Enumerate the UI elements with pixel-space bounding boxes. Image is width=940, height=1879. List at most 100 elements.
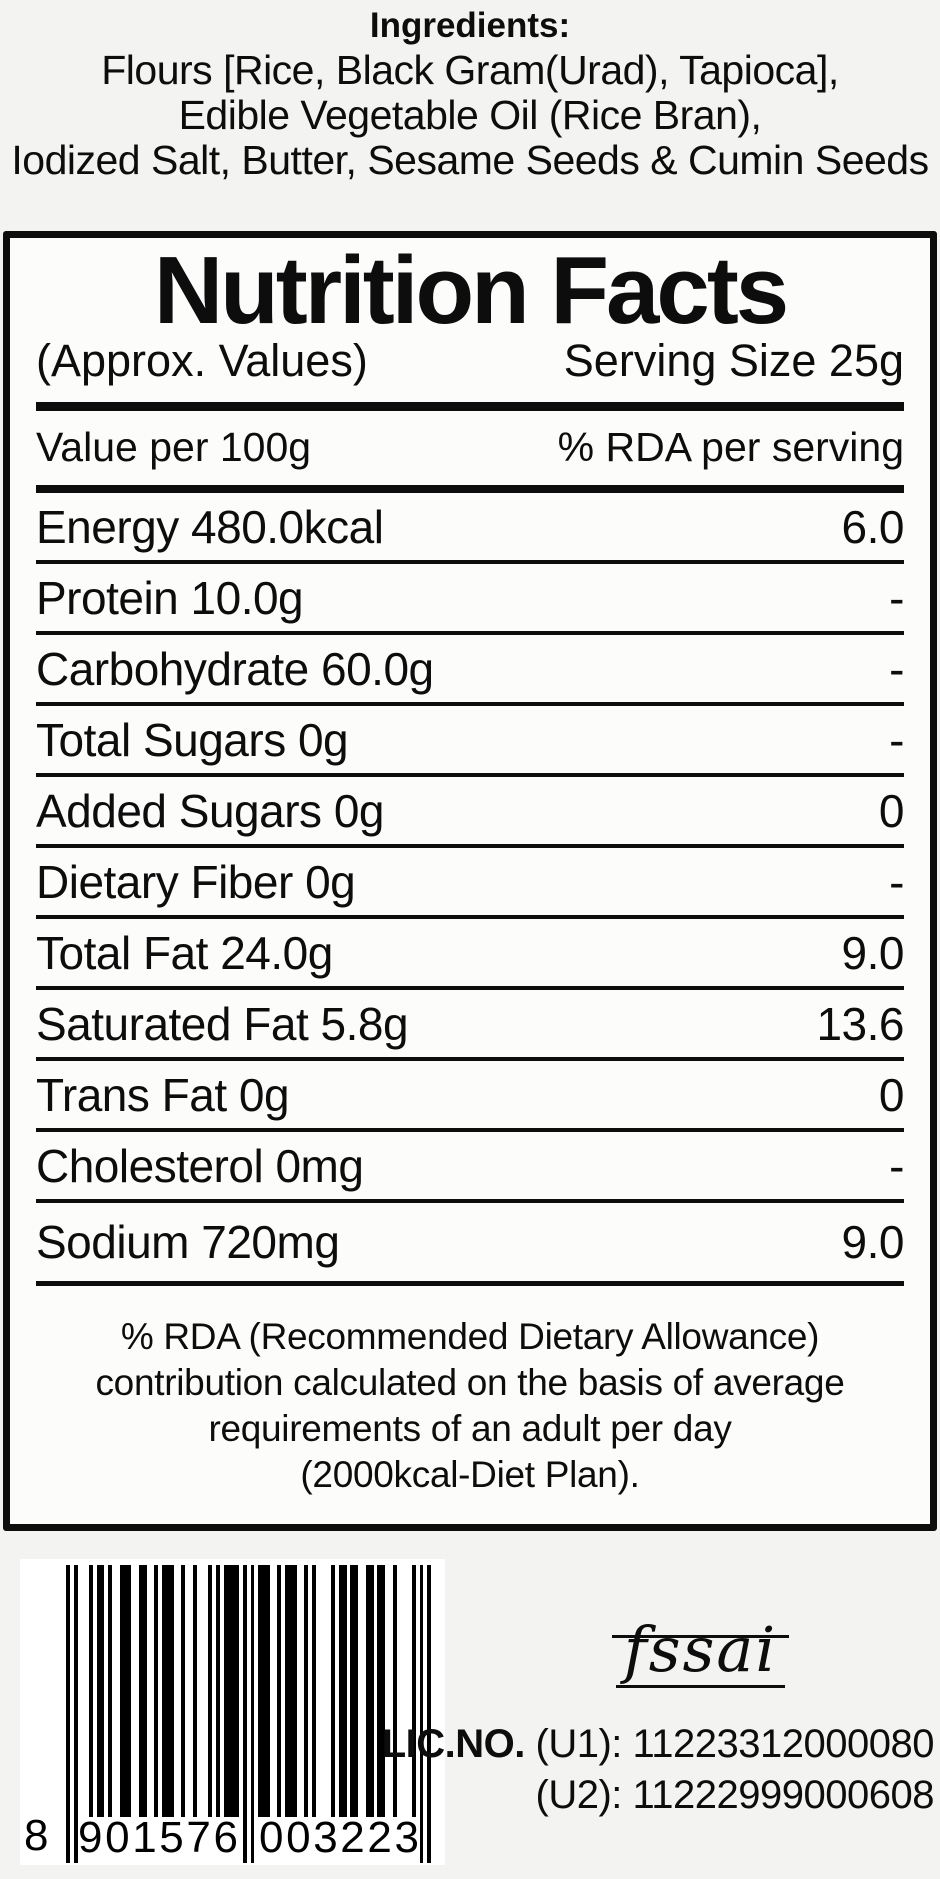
barcode-bar <box>277 1565 282 1818</box>
barcode-digit: 3 <box>313 1813 338 1863</box>
nutrient-rda-value: 9.0 <box>841 926 905 979</box>
barcode-bar <box>208 1565 213 1818</box>
barcode-bar <box>369 1565 374 1818</box>
barcode-bar <box>342 1565 347 1818</box>
license-number-u1: (U1): 11223312000080 <box>535 1722 935 1767</box>
barcode-bar <box>181 1565 186 1818</box>
fssai-logo: fssai <box>593 1619 808 1689</box>
barcode-bar <box>73 1565 78 1864</box>
ingredients-title: Ingredients: <box>369 6 571 45</box>
barcode-bar <box>123 1565 128 1818</box>
barcode-bar <box>154 1565 159 1818</box>
rda-footnote-line: contribution calculated on the basis of … <box>95 1362 845 1404</box>
barcode-bar <box>89 1565 93 1818</box>
nutrient-rda-value: 6.0 <box>841 500 905 553</box>
barcode-bar <box>231 1565 236 1818</box>
barcode-bar <box>285 1565 289 1818</box>
nutrition-header-row: (Approx. Values) Serving Size 25g <box>36 335 904 412</box>
rda-footnote: % RDA (Recommended Dietary Allowance) con… <box>36 1314 904 1524</box>
barcode-digit-first: 8 <box>24 1811 49 1861</box>
barcode-bar <box>165 1565 170 1818</box>
barcode-digit: 1 <box>132 1813 157 1863</box>
barcode-bar <box>350 1565 355 1818</box>
nutrient-name: Total Fat 24.0g <box>36 926 333 979</box>
barcode-bar <box>258 1565 263 1818</box>
ingredients-line: Iodized Salt, Butter, Sesame Seeds & Cum… <box>11 137 929 183</box>
barcode-bars <box>66 1565 432 1864</box>
barcode-bar <box>354 1565 359 1818</box>
nutrient-rda-value: - <box>889 713 904 766</box>
barcode-digit: 0 <box>259 1813 284 1863</box>
nutrient-rda-value: 0 <box>878 1068 905 1121</box>
barcode-bar <box>235 1565 239 1818</box>
rda-footnote-line: requirements of an adult per day <box>208 1408 732 1450</box>
nutrient-row: Trans Fat 0g 0 <box>36 1061 905 1133</box>
barcode-digit: 5 <box>159 1813 184 1863</box>
nutrient-row: Protein 10.0g - <box>36 564 904 636</box>
nutrient-rda-value: 9.0 <box>841 1216 905 1269</box>
barcode-bar <box>392 1565 397 1818</box>
barcode-bar <box>288 1565 293 1818</box>
nutrient-row: Total Sugars 0g - <box>36 706 904 778</box>
nutrient-row: Sodium 720mg 9.0 <box>36 1203 905 1287</box>
nutrient-row: Total Fat 24.0g 9.0 <box>36 919 905 991</box>
nutrient-name: Sodium 720mg <box>36 1216 340 1269</box>
nutrition-facts-title: Nutrition Facts <box>153 237 789 344</box>
nutrient-name: Protein 10.0g <box>36 571 304 624</box>
rda-footnote-line: % RDA (Recommended Dietary Allowance) <box>120 1316 820 1358</box>
nutrient-row: Cholesterol 0mg - <box>36 1132 904 1204</box>
barcode-bar <box>292 1565 297 1818</box>
approx-values-label: (Approx. Values) <box>36 335 368 387</box>
nutrient-name: Carbohydrate 60.0g <box>36 642 434 695</box>
barcode-bar <box>142 1565 147 1818</box>
barcode-bar <box>108 1565 113 1818</box>
nutrition-facts-panel: Nutrition Facts (Approx. Values) Serving… <box>3 231 937 1532</box>
barcode-digit: 6 <box>213 1813 238 1863</box>
barcode-bar <box>192 1565 197 1818</box>
barcode-bar <box>381 1565 386 1818</box>
barcode-digit: 2 <box>367 1813 392 1863</box>
nutrient-name: Cholesterol 0mg <box>36 1139 364 1192</box>
nutrient-rda-value: 13.6 <box>816 997 904 1050</box>
barcode-bar <box>162 1565 166 1818</box>
nutrient-row: Added Sugars 0g 0 <box>36 777 905 849</box>
barcode-digit: 0 <box>105 1813 130 1863</box>
nutrient-rda-value: - <box>889 642 904 695</box>
barcode-digit: 0 <box>286 1813 311 1863</box>
barcode-bar <box>127 1565 132 1818</box>
barcode-bar <box>169 1565 174 1818</box>
serving-size-label: Serving Size 25g <box>563 335 904 387</box>
nutrient-row: Carbohydrate 60.0g - <box>36 635 904 707</box>
barcode-digit: 9 <box>78 1813 103 1863</box>
barcode-digit: 3 <box>394 1813 419 1863</box>
barcode-digit: 2 <box>340 1813 365 1863</box>
ingredients-section: Ingredients: Flours [Rice, Black Gram(Ur… <box>0 0 940 183</box>
fssai-logo-text: fssai <box>611 1619 790 1689</box>
license-line-1: LIC.NO. (U1): 11223312000080 <box>382 1719 935 1770</box>
nutrient-row: Energy 480.0kcal 6.0 <box>36 493 905 565</box>
barcode-bar <box>304 1565 309 1818</box>
nutrient-rows: Energy 480.0kcal 6.0 Protein 10.0g - Carbohy… <box>36 493 905 1287</box>
barcode-bar <box>427 1565 432 1864</box>
nutrient-name: Total Sugars 0g <box>36 713 349 766</box>
barcode-bar <box>96 1565 101 1818</box>
nutrient-row: Saturated Fat 5.8g 13.6 <box>36 990 904 1062</box>
barcode-bar <box>242 1565 247 1864</box>
barcode-bar <box>100 1565 105 1818</box>
nutrient-name: Added Sugars 0g <box>36 784 385 837</box>
barcode-bar <box>312 1565 316 1818</box>
barcode-bar <box>365 1565 370 1818</box>
nutrient-name: Trans Fat 0g <box>36 1068 290 1121</box>
barcode-bar <box>215 1565 220 1818</box>
nutrient-name: Energy 480.0kcal <box>36 500 384 553</box>
nutrient-rda-value: 0 <box>878 784 905 837</box>
barcode-bar <box>419 1565 424 1864</box>
barcode-bar <box>411 1565 416 1818</box>
nutrient-name: Dietary Fiber 0g <box>36 855 356 908</box>
barcode-bar <box>338 1565 343 1818</box>
barcode-bar <box>66 1565 70 1864</box>
column-header-rda-per-serving: % RDA per serving <box>557 424 904 471</box>
column-header-value-per-100g: Value per 100g <box>36 424 312 471</box>
